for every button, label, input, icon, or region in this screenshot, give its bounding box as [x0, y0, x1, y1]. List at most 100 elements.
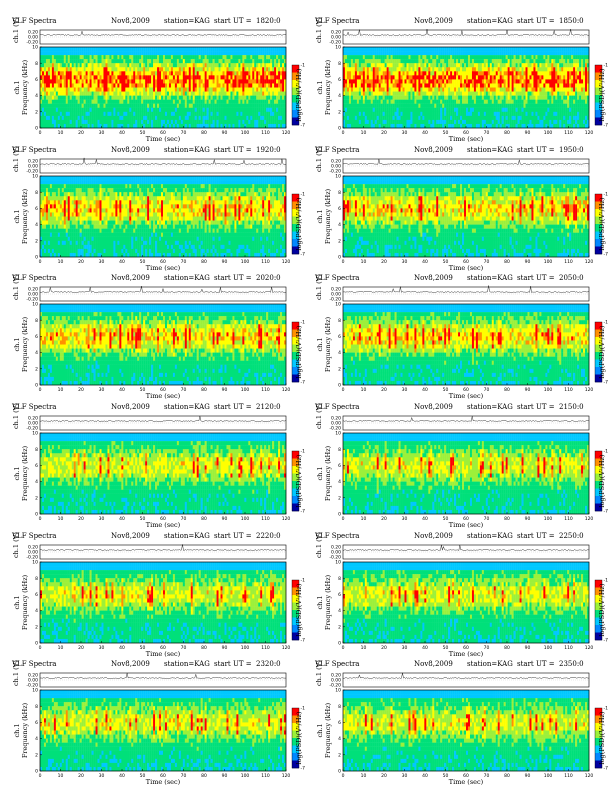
colorbar-segment	[595, 745, 602, 754]
spectrogram-panel: VLF Spectra Nov8,2009 station=KAG start UT …	[309, 129, 608, 272]
x-tick-label: 90	[222, 773, 228, 779]
x-tick-label: 120	[585, 387, 594, 393]
colorbar-tick-label: -7	[604, 638, 609, 644]
colorbar-segment	[292, 337, 299, 345]
waveform-tick-label: 0.00	[28, 678, 38, 684]
panel-header: VLF Spectra Nov8,2009 station=KAG start UT …	[309, 403, 599, 413]
panel-title: VLF Spectra	[315, 146, 359, 154]
panel-start-ut: 2220:0	[256, 532, 281, 540]
colorbar-segment	[292, 496, 299, 504]
spectrogram-cells	[40, 433, 287, 515]
waveform-tick-label: 0.20	[28, 416, 38, 422]
x-tick-label: 10	[361, 773, 367, 779]
colorbar-segment	[595, 352, 602, 360]
x-tick-label: 40	[422, 259, 428, 265]
waveform-tick-label: 0.20	[331, 545, 341, 551]
panel-title: VLF Spectra	[12, 403, 56, 411]
x-tick-label: 20	[381, 773, 387, 779]
x-tick-label: 80	[201, 516, 207, 522]
spectrogram-panel: VLF Spectra Nov8,2009 station=KAG start UT …	[6, 129, 305, 272]
spectrogram-cells	[343, 304, 590, 386]
panel-station: station=KAG	[164, 660, 210, 668]
waveform-axis-label: ch.1 (V)	[12, 403, 20, 429]
colorbar-tick-label: -7	[301, 638, 306, 644]
panel-header: VLF Spectra Nov8,2009 station=KAG start UT …	[6, 146, 296, 156]
panel-start-ut: 1950:0	[559, 146, 584, 154]
y-tick-label: 2	[338, 495, 341, 501]
colorbar-segment	[595, 632, 602, 641]
colorbar-segment	[595, 503, 602, 512]
colorbar-tick-label: -1	[604, 192, 609, 198]
colorbar-segment	[595, 209, 602, 217]
x-tick-label: 110	[564, 773, 573, 779]
x-tick-label: 60	[160, 387, 166, 393]
x-tick-label: 110	[564, 516, 573, 522]
x-tick-label: 40	[422, 130, 428, 136]
colorbar-segment	[292, 117, 299, 126]
x-tick-label: 80	[201, 773, 207, 779]
channel-label: ch.1	[316, 595, 324, 609]
colorbar-segment	[595, 488, 602, 497]
waveform-trace	[342, 672, 590, 679]
x-tick-label: 0	[342, 773, 345, 779]
colorbar-segment	[595, 337, 602, 345]
y-tick-label: 6	[35, 463, 38, 469]
y-axis-label: Frequency (kHz)	[324, 316, 332, 372]
colorbar-segment	[292, 216, 299, 225]
panel-header: VLF Spectra Nov8,2009 station=KAG start UT …	[309, 146, 599, 156]
colorbar-label: log(PSD)(V²/Hz)	[295, 68, 303, 121]
y-tick-label: 10	[335, 431, 341, 437]
panel-header: VLF Spectra Nov8,2009 station=KAG start UT …	[6, 660, 296, 670]
x-tick-label: 110	[564, 645, 573, 651]
panel-station: station=KAG	[467, 403, 513, 411]
x-tick-label: 100	[241, 773, 250, 779]
x-tick-label: 20	[78, 645, 84, 651]
y-tick-label: 4	[35, 608, 38, 614]
colorbar-tick-label: -1	[604, 63, 609, 69]
colorbar-tick-label: -7	[604, 380, 609, 386]
x-tick-label: 110	[261, 645, 270, 651]
y-tick-label: 10	[32, 560, 38, 566]
x-tick-label: 120	[585, 259, 594, 265]
x-tick-label: 20	[381, 516, 387, 522]
channel-label: ch.1	[13, 80, 21, 94]
x-tick-label: 60	[463, 516, 469, 522]
y-tick-label: 10	[335, 174, 341, 180]
x-axis-label: Time (sec)	[146, 521, 181, 529]
colorbar-segment	[292, 738, 299, 746]
x-tick-label: 80	[201, 130, 207, 136]
x-tick-label: 110	[261, 516, 270, 522]
waveform-tick-label: 0.00	[331, 421, 341, 427]
y-tick-label: 2	[35, 109, 38, 115]
panel-start-ut: 2150:0	[559, 403, 584, 411]
x-tick-label: 40	[119, 387, 125, 393]
x-tick-label: 80	[504, 516, 510, 522]
y-tick-label: 8	[338, 190, 341, 196]
x-tick-label: 70	[181, 773, 187, 779]
x-tick-label: 10	[361, 130, 367, 136]
waveform-axis-label: ch.1 (V)	[315, 532, 323, 558]
spectrogram-cells	[40, 176, 287, 258]
colorbar-frame	[594, 450, 603, 512]
x-tick-label: 20	[78, 259, 84, 265]
x-tick-label: 50	[140, 516, 146, 522]
spectrogram-cells	[343, 176, 590, 258]
y-tick-label: 2	[338, 109, 341, 115]
x-tick-label: 0	[342, 516, 345, 522]
panel-station: station=KAG	[164, 403, 210, 411]
colorbar-segment	[595, 329, 602, 338]
x-tick-label: 70	[181, 130, 187, 136]
x-tick-label: 30	[402, 259, 408, 265]
colorbar-frame	[291, 64, 300, 126]
colorbar-segment	[292, 466, 299, 474]
colorbar-tick-label: -1	[604, 320, 609, 326]
x-tick-label: 10	[58, 773, 64, 779]
y-tick-label: 2	[35, 752, 38, 758]
x-tick-label: 70	[484, 130, 490, 136]
x-tick-label: 40	[422, 645, 428, 651]
spectrogram-panel: VLF Spectra Nov8,2009 station=KAG start UT …	[309, 0, 608, 143]
colorbar-segment	[595, 760, 602, 769]
colorbar-segment	[292, 595, 299, 603]
panel-date: Nov8,2009	[111, 532, 150, 540]
